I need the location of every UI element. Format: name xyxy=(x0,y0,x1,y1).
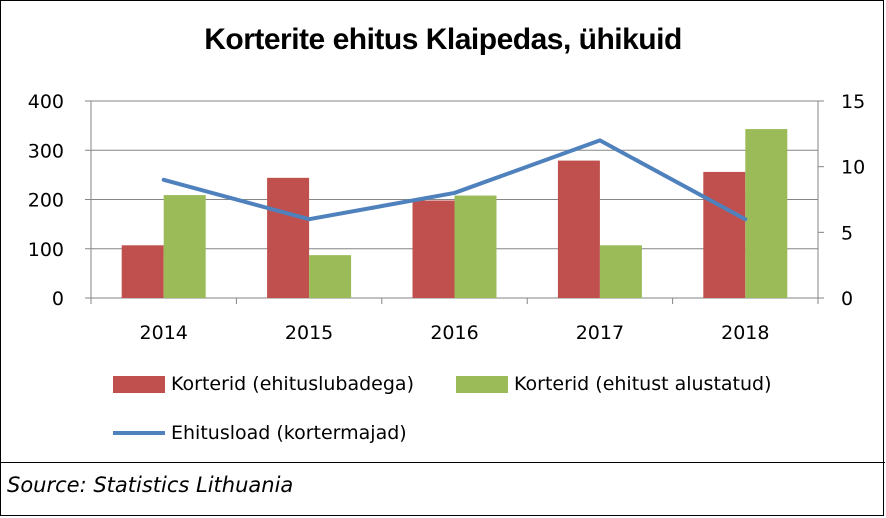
legend-item-ehitusload: Ehitusload (kortermajad) xyxy=(113,422,407,444)
x-tick-label: 2014 xyxy=(140,322,188,344)
y2-tick-label: 10 xyxy=(841,157,865,179)
y2-tick-label: 5 xyxy=(841,222,853,244)
x-tick-label: 2017 xyxy=(576,322,624,344)
bar-ehitust-alustatud xyxy=(454,195,497,298)
x-tick-label: 2015 xyxy=(285,322,333,344)
bar-ehituslubadega xyxy=(557,160,600,298)
y-tick-label: 0 xyxy=(52,288,64,310)
y-tick-label: 400 xyxy=(28,91,64,113)
legend-label-ehituslubadega: Korterid (ehituslubadega) xyxy=(171,373,414,395)
chart-title: Korterite ehitus Klaipedas, ühikuid xyxy=(204,23,682,56)
legend-swatch-ehituslubadega xyxy=(113,375,165,393)
x-tick-label: 2018 xyxy=(721,322,769,344)
chart-area: Korterite ehitus Klaipedas, ühikuid 0 100… xyxy=(1,1,885,463)
x-tick-label: 2016 xyxy=(430,322,478,344)
legend-swatch-ehitust-alustatud xyxy=(456,375,508,393)
chart-plot: 0 100 200 300 400 0 5 10 15 2014 2015 2016 2017 2018 xyxy=(28,91,865,344)
legend-swatch-ehitusload xyxy=(113,431,165,435)
bar-ehitust-alustatud xyxy=(599,245,642,298)
legend-label-ehitust-alustatud: Korterid (ehitust alustatud) xyxy=(514,373,772,395)
source-note: Source: Statistics Lithuania xyxy=(7,473,294,497)
y2-tick-label: 0 xyxy=(841,288,853,310)
legend-label-ehitusload: Ehitusload (kortermajad) xyxy=(171,422,407,444)
bar-ehituslubadega xyxy=(121,245,164,298)
bar-ehituslubadega xyxy=(267,177,310,298)
legend-item-ehituslubadega: Korterid (ehituslubadega) xyxy=(113,373,414,395)
bar-ehitust-alustatud xyxy=(163,195,206,298)
bar-ehituslubadega xyxy=(412,200,455,298)
bar-ehituslubadega xyxy=(703,171,746,298)
y-tick-label: 200 xyxy=(28,190,64,212)
legend-item-ehitust-alustatud: Korterid (ehitust alustatud) xyxy=(456,373,772,395)
y-tick-label: 300 xyxy=(28,140,64,162)
y2-tick-label: 15 xyxy=(841,91,865,113)
bar-ehitust-alustatud xyxy=(745,129,788,298)
y-tick-label: 100 xyxy=(28,239,64,261)
bar-ehitust-alustatud xyxy=(309,255,352,298)
